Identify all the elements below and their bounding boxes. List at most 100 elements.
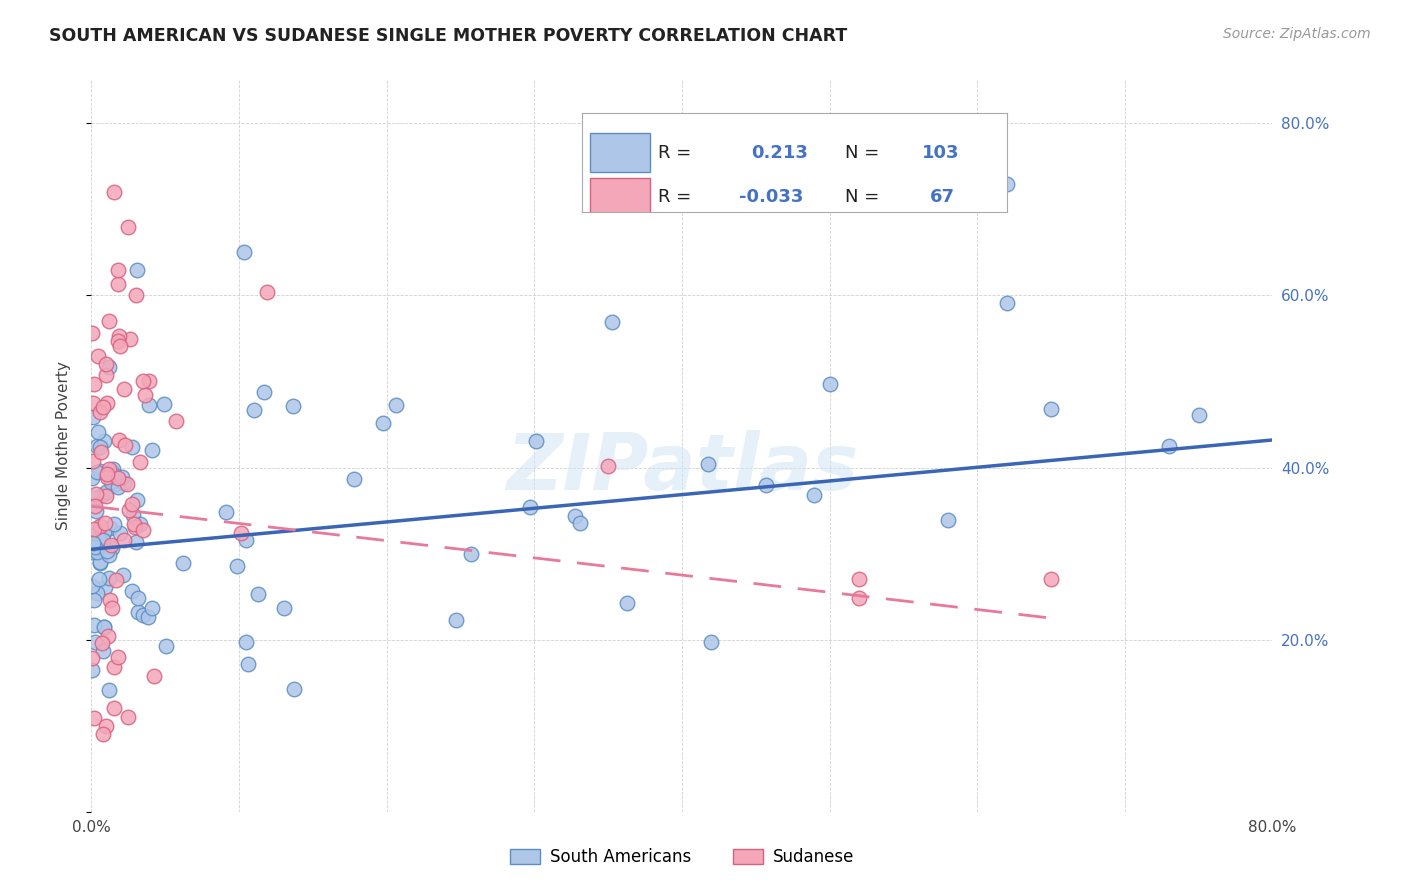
Point [82,536,104,550]
Point [98,462,121,476]
Point [80,663,103,677]
Point [86,487,108,501]
Point [700,634,723,648]
Point [87,425,110,439]
Point [138,374,160,388]
Point [121,584,143,599]
Point [246,587,269,601]
Point [94,489,117,503]
Point [115,476,138,491]
Point [118,503,141,517]
Y-axis label: Single Mother Poverty: Single Mother Poverty [56,361,70,531]
Point [995,296,1018,310]
Point [1187,408,1209,422]
Point [121,497,143,511]
Point [82,409,104,424]
Point [96,467,118,481]
Point [111,470,134,484]
Point [93,434,115,448]
Point [108,339,131,353]
Point [697,457,720,471]
Point [155,639,177,653]
Point [87,533,110,547]
Point [129,455,152,469]
Point [91,727,114,741]
Point [91,401,114,415]
Point [86,465,108,479]
Point [153,397,176,411]
Point [104,476,127,491]
Point [238,657,260,671]
Point [83,522,105,536]
Point [101,464,124,478]
Point [343,471,366,485]
Point [87,572,110,586]
Point [84,500,107,514]
Point [103,467,125,482]
Point [600,315,623,329]
Point [564,508,586,523]
Point [107,649,129,664]
Point [82,471,104,485]
Point [103,462,125,476]
Point [93,620,115,634]
Legend: South Americans, Sudanese: South Americans, Sudanese [503,841,860,873]
Point [995,177,1018,191]
Point [89,555,111,569]
Point [103,185,125,199]
Point [112,533,135,548]
Point [256,285,278,299]
Point [283,399,305,413]
Point [89,405,111,419]
Point [83,377,105,392]
Point [1159,439,1181,453]
Point [97,571,120,585]
Point [101,601,124,615]
Point [96,357,118,371]
Point [100,541,122,556]
Point [98,521,121,535]
Point [89,557,111,571]
Point [110,525,132,540]
Point [118,332,141,346]
Point [103,701,125,715]
Point [226,558,249,573]
Point [1040,402,1063,417]
Point [112,475,135,490]
Point [1040,573,1063,587]
Point [112,383,135,397]
Point [86,545,108,559]
Point [125,535,148,549]
Point [384,398,406,412]
Point [121,440,143,454]
Point [134,388,156,402]
Point [235,533,257,548]
Point [172,556,194,570]
Point [103,659,125,673]
Point [100,475,122,489]
Point [98,548,121,562]
Point [755,478,778,492]
Point [132,607,155,622]
Point [117,219,139,234]
Point [80,651,103,665]
Point [86,439,108,453]
Point [124,520,146,534]
Point [89,464,111,478]
Point [107,480,129,494]
Point [82,544,104,558]
Point [460,547,482,561]
Point [235,634,257,648]
Point [803,488,825,502]
Point [80,326,103,340]
Point [125,262,148,277]
Point [122,508,145,523]
Point [117,710,139,724]
Point [82,578,104,592]
Point [83,593,105,607]
Point [98,592,121,607]
Point [253,385,276,400]
Point [93,619,115,633]
Point [936,513,959,527]
Point [82,396,104,410]
